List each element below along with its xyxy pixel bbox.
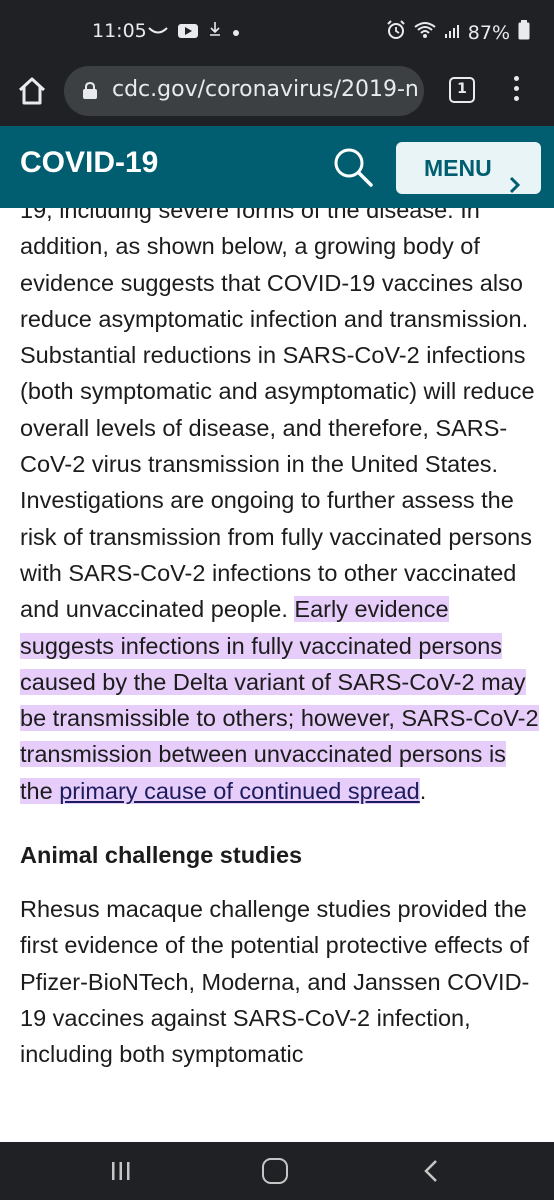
browser-toolbar: cdc.gov/coronavirus/2019-n 1 <box>0 56 554 126</box>
menu-button-label: MENU <box>424 155 492 181</box>
paragraph-text: 19, including severe forms of the diseas… <box>20 208 535 623</box>
status-bar: 11:05 87% <box>0 0 554 56</box>
recent-apps-icon[interactable] <box>110 1160 132 1186</box>
alarm-icon <box>386 20 406 45</box>
chevron-right-icon <box>509 160 521 212</box>
more-options-icon[interactable] <box>510 74 522 108</box>
missed-call-icon <box>148 20 168 42</box>
tab-switcher-button[interactable]: 1 <box>449 77 475 103</box>
home-button-icon[interactable] <box>262 1158 288 1184</box>
highlighted-text-content: Early evidence suggests infections in fu… <box>20 596 539 804</box>
status-right-icons: 87% <box>386 20 530 45</box>
system-nav-bar <box>0 1142 554 1200</box>
url-text: cdc.gov/coronavirus/2019-n <box>112 77 419 102</box>
highlighted-text: Early evidence suggests infections in fu… <box>20 596 539 804</box>
battery-icon <box>518 20 530 45</box>
paragraph-end: . <box>419 777 427 804</box>
menu-button[interactable]: MENU <box>396 142 541 194</box>
section-paragraph: Rhesus macaque challenge studies provide… <box>20 896 530 1068</box>
site-title[interactable]: COVID-19 <box>20 146 159 179</box>
status-time: 11:05 <box>92 20 147 42</box>
download-icon <box>208 20 222 42</box>
signal-icon <box>444 22 460 44</box>
home-icon[interactable] <box>16 76 48 106</box>
wifi-icon <box>414 21 436 44</box>
article-paragraph: 19, including severe forms of the diseas… <box>20 208 540 809</box>
address-bar[interactable]: cdc.gov/coronavirus/2019-n <box>64 66 424 116</box>
lock-icon <box>82 81 98 104</box>
search-icon[interactable] <box>332 146 374 192</box>
battery-percent: 87% <box>467 21 510 44</box>
status-left-icons <box>148 20 240 42</box>
site-header: COVID-19 MENU <box>0 126 554 208</box>
dot-icon <box>232 20 240 42</box>
primary-cause-link[interactable]: primary cause of continued spread <box>59 777 420 804</box>
article-content: 19, including severe forms of the diseas… <box>0 208 554 1142</box>
back-icon[interactable] <box>424 1159 438 1187</box>
section-heading: Animal challenge studies <box>20 842 303 869</box>
youtube-icon <box>178 24 198 38</box>
